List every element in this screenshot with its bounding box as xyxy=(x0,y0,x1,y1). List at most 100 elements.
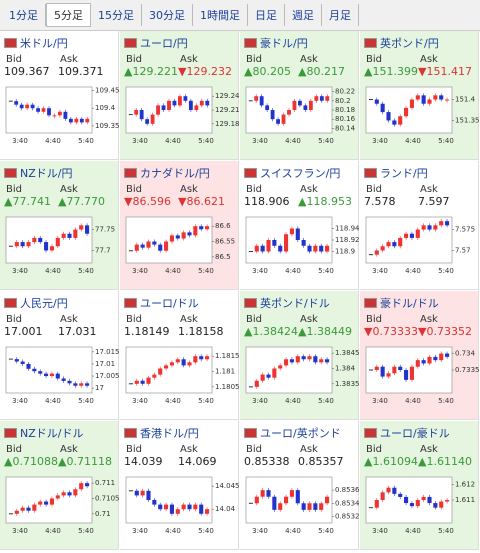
rate-card: 英ポンド/ドル Bid Ask ▲1.38424 ▲1.38449 1.3845 1.384… xyxy=(240,291,359,420)
bid-value: 14.039 xyxy=(124,455,163,468)
candle xyxy=(79,225,84,230)
flag-icon xyxy=(4,428,17,438)
pair-name[interactable]: カナダドル/円 xyxy=(124,165,210,181)
candle xyxy=(433,503,438,508)
pair-name[interactable]: 英ポンド/ドル xyxy=(244,295,330,311)
candle xyxy=(79,118,84,123)
candle xyxy=(199,504,204,514)
bid-label: Bid xyxy=(366,314,382,325)
pair-name[interactable]: 豪ドル/ドル xyxy=(364,295,439,311)
x-tick-label: 3:40 xyxy=(12,527,28,535)
y-tick-label: 1.3835 xyxy=(335,380,359,388)
x-tick-label: 4:40 xyxy=(165,397,181,405)
pair-name[interactable]: NZドル/ドル xyxy=(4,425,83,441)
candle xyxy=(32,368,37,372)
candle xyxy=(14,101,19,105)
candle xyxy=(445,500,450,502)
candle xyxy=(445,99,450,101)
candle xyxy=(55,495,60,499)
tab[interactable]: 5分足 xyxy=(46,3,91,27)
candle xyxy=(301,503,306,510)
pair-name[interactable]: ユーロ/円 xyxy=(124,35,188,51)
x-tick-label: 5:40 xyxy=(198,267,214,275)
candle xyxy=(161,105,166,110)
mini-chart: 1.1815 1.181 1.1805 3:40 4:40 5:40 xyxy=(125,346,239,405)
plot-area xyxy=(125,346,213,394)
ask-value: 0.85357 xyxy=(298,455,344,468)
candle xyxy=(85,225,90,234)
bid-value: ▲1.38424 xyxy=(244,325,298,338)
bid-value: 0.85338 xyxy=(244,455,290,468)
candle xyxy=(301,356,306,360)
candle xyxy=(178,96,182,106)
bid-value: ▲77.741 xyxy=(4,195,51,208)
x-tick-label: 5:40 xyxy=(318,137,334,145)
pair-name[interactable]: ユーロ/英ポンド xyxy=(244,425,341,441)
x-tick-label: 5:40 xyxy=(438,267,454,275)
candle xyxy=(44,242,49,251)
rate-card: カナダドル/円 Bid Ask ▼86.596 ▼86.621 86.6 86.55 86.5… xyxy=(120,161,239,290)
candle xyxy=(392,242,397,247)
mini-chart: 86.6 86.55 86.5 3:40 4:40 5:40 xyxy=(125,216,235,275)
flag-icon xyxy=(244,38,257,48)
tab[interactable]: 30分足 xyxy=(142,4,193,26)
candle xyxy=(259,96,264,106)
y-tick-label: 109.35 xyxy=(95,122,119,130)
candle xyxy=(58,111,62,116)
candle xyxy=(272,240,277,246)
mini-chart: 0.711 0.7105 0.71 3:40 4:40 5:40 xyxy=(5,476,119,535)
pair-name[interactable]: 香港ドル/円 xyxy=(124,425,199,441)
pair-name[interactable]: ユーロ/ドル xyxy=(124,295,199,311)
candle xyxy=(140,380,145,384)
bid-label: Bid xyxy=(6,314,22,325)
ask-label: Ask xyxy=(60,54,78,65)
candle xyxy=(61,378,66,381)
y-tick-label: 109.4 xyxy=(95,104,116,112)
candle xyxy=(301,240,306,246)
rate-card: 英ポンド/円 Bid Ask ▲151.399 ▼151.417 151.4 151.35 3… xyxy=(360,31,479,160)
rate-card: 豪ドル/円 Bid Ask ▲80.205 ▲80.217 80.22 80.2 80.18 8… xyxy=(240,31,359,160)
candle xyxy=(199,226,204,230)
y-tick-label: 7.575 xyxy=(455,226,475,234)
pair-name[interactable]: 豪ドル/円 xyxy=(244,35,308,51)
candle xyxy=(30,104,35,109)
flag-icon xyxy=(244,298,257,308)
y-tick-label: 1.612 xyxy=(455,481,475,489)
ask-label: Ask xyxy=(60,314,78,325)
candle xyxy=(175,235,180,239)
candle xyxy=(319,503,324,510)
candle xyxy=(193,356,198,363)
flag-icon xyxy=(124,168,137,178)
plot-area xyxy=(125,216,213,264)
pair-name[interactable]: 英ポンド/円 xyxy=(364,35,439,51)
mini-chart: 17.015 17.01 17.005 17 3:40 4:40 5:40 xyxy=(5,346,119,405)
pair-name[interactable]: 人民元/円 xyxy=(4,295,68,311)
candle xyxy=(421,225,426,230)
candle xyxy=(85,483,90,487)
tab[interactable]: 1時間足 xyxy=(193,4,248,26)
candle xyxy=(415,500,420,507)
pair-name[interactable]: NZドル/円 xyxy=(4,165,72,181)
candle xyxy=(386,242,391,247)
candle xyxy=(392,120,397,125)
tab[interactable]: 日足 xyxy=(248,4,285,26)
candle xyxy=(266,240,271,252)
tab[interactable]: 15分足 xyxy=(91,4,142,26)
candle xyxy=(266,374,271,378)
tab[interactable]: 月足 xyxy=(322,4,359,26)
x-tick-label: 5:40 xyxy=(438,137,454,145)
candle xyxy=(276,119,280,124)
candle xyxy=(164,241,169,251)
pair-label: 豪ドル/円 xyxy=(260,37,308,50)
tab[interactable]: 1分足 xyxy=(2,4,46,26)
pair-name[interactable]: 米ドル/円 xyxy=(4,35,68,51)
tab[interactable]: 週足 xyxy=(285,4,322,26)
x-tick-label: 5:40 xyxy=(78,527,94,535)
pair-name[interactable]: ユーロ/豪ドル xyxy=(364,425,450,441)
pair-name[interactable]: ランド/円 xyxy=(364,165,428,181)
ask-label: Ask xyxy=(60,184,78,195)
ask-label: Ask xyxy=(300,184,318,195)
pair-name[interactable]: スイスフラン/円 xyxy=(244,165,340,181)
ask-value: ▼86.621 xyxy=(178,195,225,208)
